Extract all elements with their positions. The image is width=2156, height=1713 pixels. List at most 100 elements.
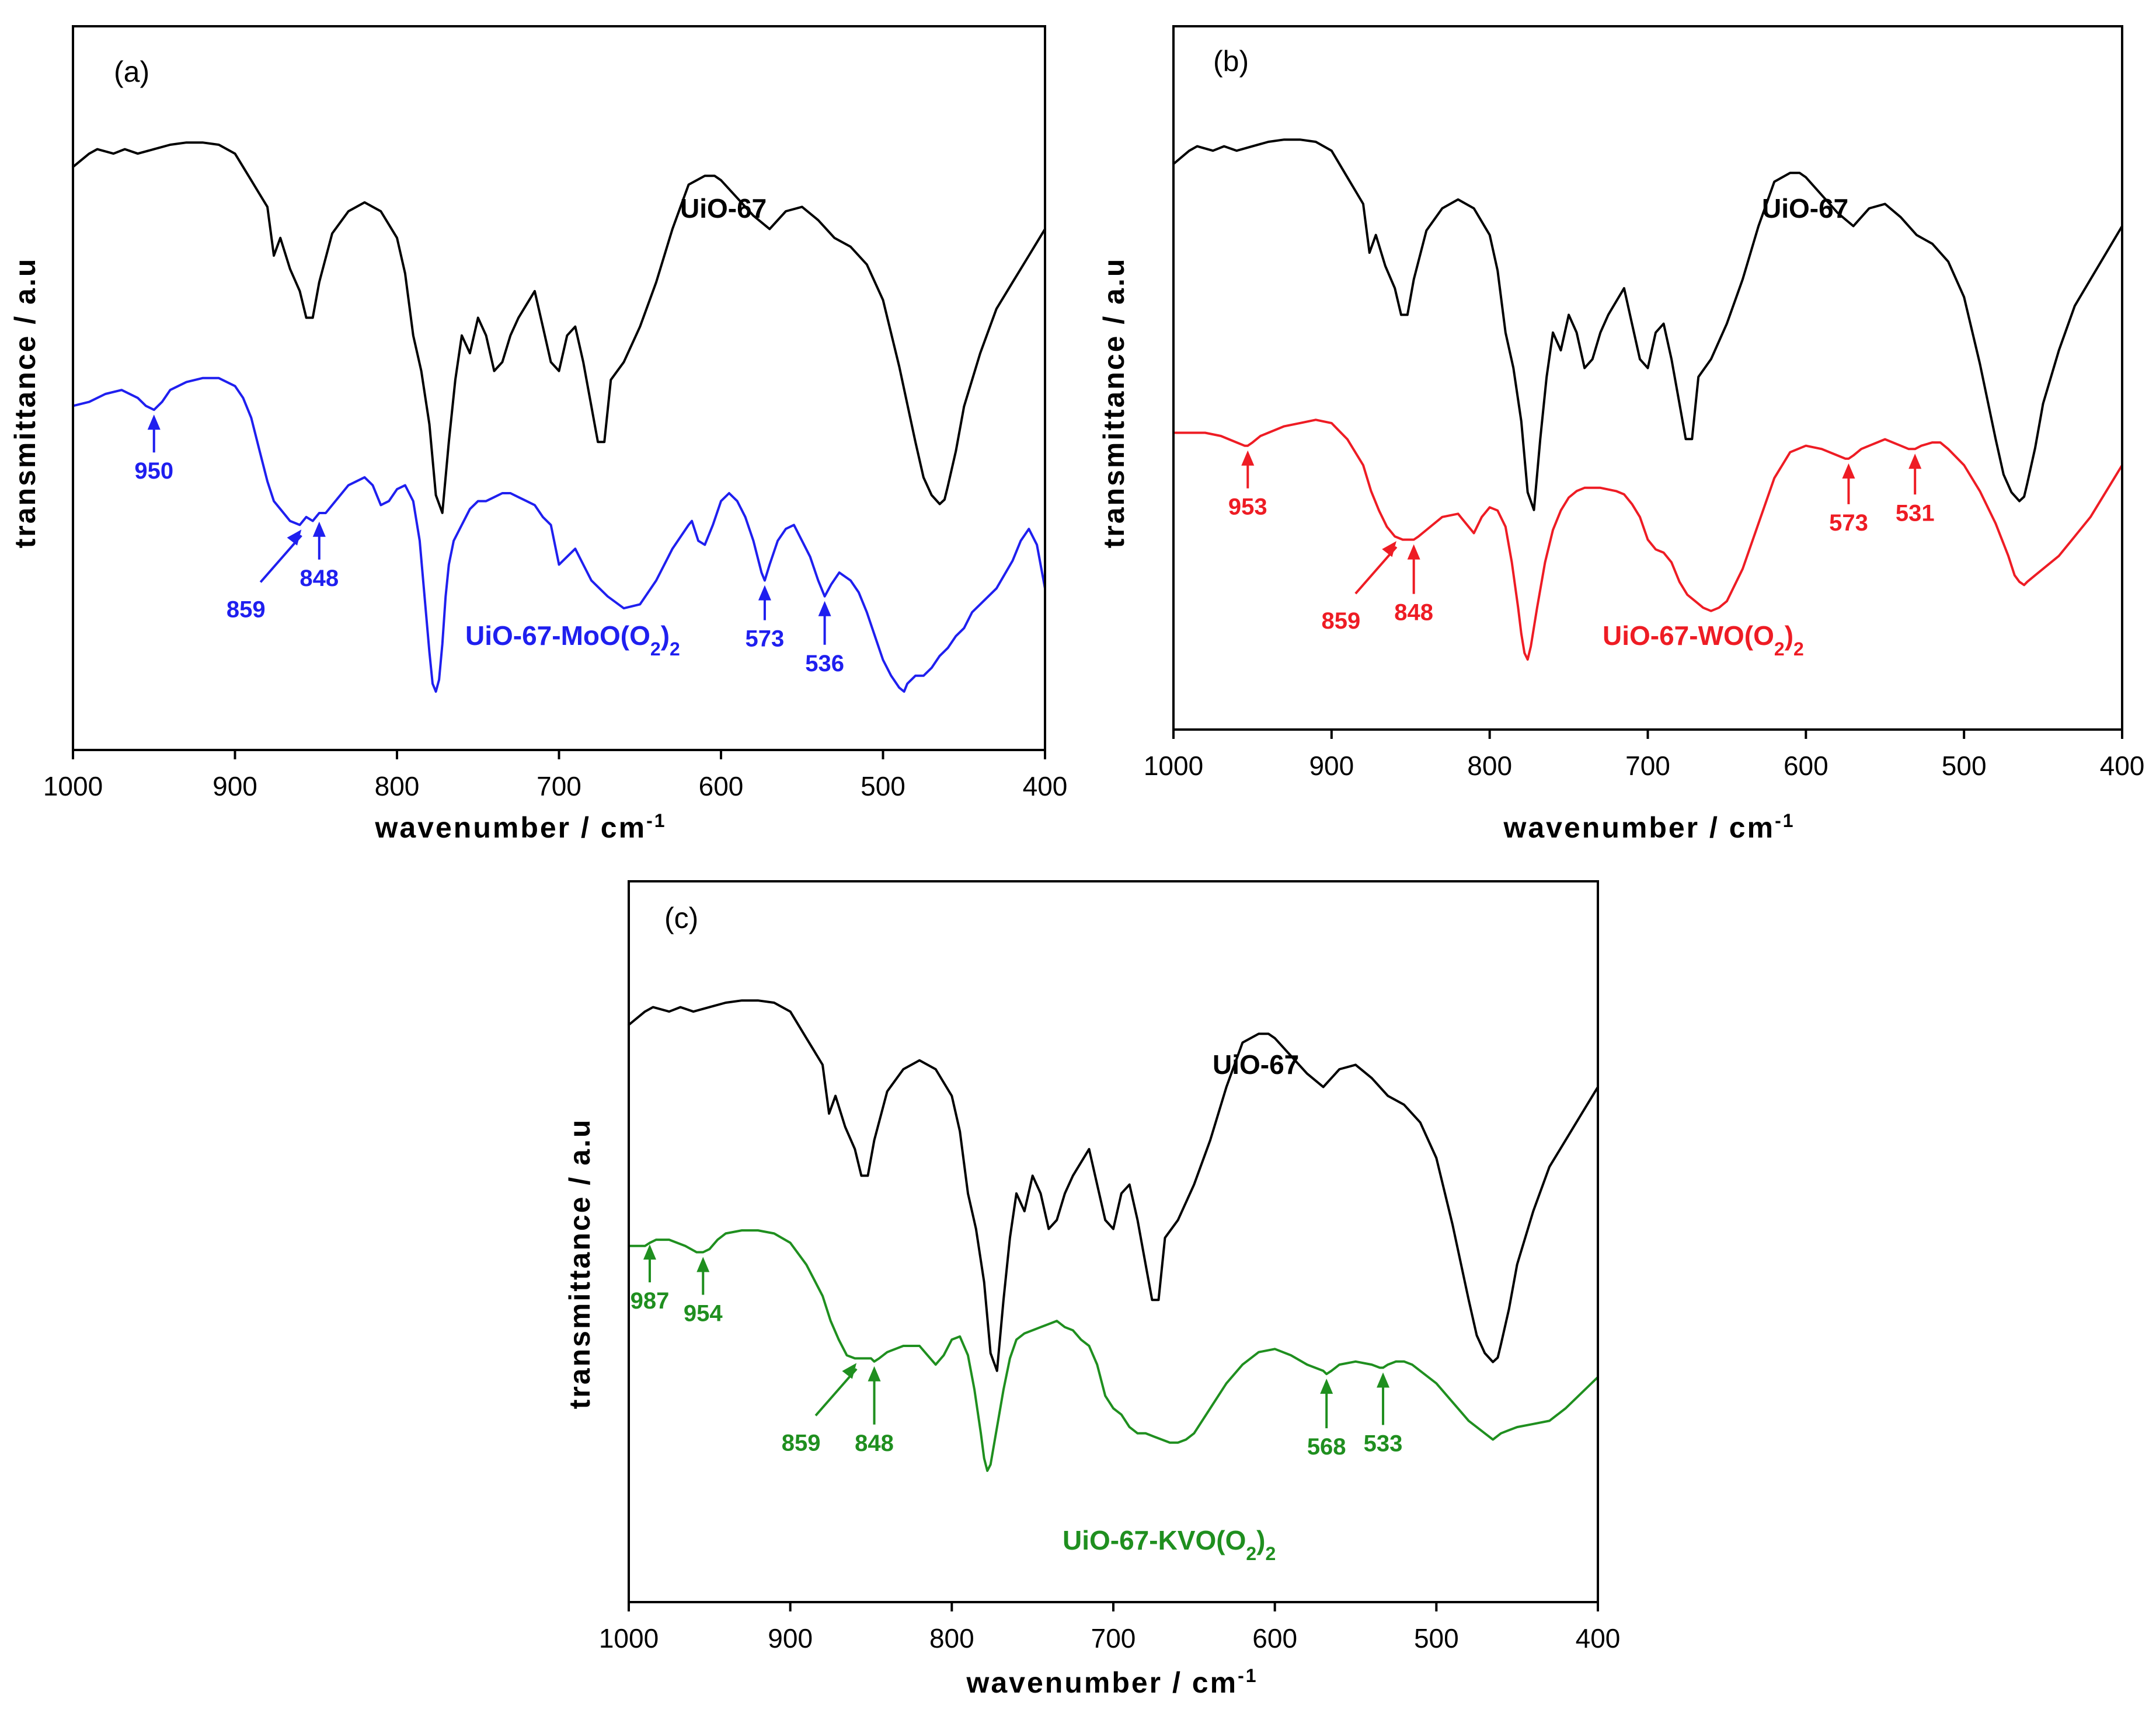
peak-annotation-573: 573 <box>746 585 785 652</box>
x-tick-label-900: 900 <box>1309 751 1354 781</box>
peak-label: 859 <box>1322 608 1361 634</box>
panel-b: (b) UiO-67 UiO-67-WO(O2)2 wavenumber / c… <box>1098 25 2145 844</box>
peak-label: 848 <box>299 566 339 591</box>
peak-annotation-536: 536 <box>805 601 844 676</box>
sample-series-label: UiO-67-WO(O2)2 <box>1603 620 1804 660</box>
panel-c: (c) UiO-67 UiO-67-KVO(O2)2 wavenumber / … <box>563 880 1621 1699</box>
peak-label: 533 <box>1364 1431 1403 1456</box>
peak-arrow-head <box>1842 463 1855 479</box>
sample-series-label: UiO-67-MoO(O2)2 <box>465 620 680 660</box>
peak-annotation-848: 848 <box>1394 544 1433 626</box>
x-tick-group: 1000 900 800 700 600 500 400 <box>599 1602 1621 1653</box>
reference-series-label: UiO-67 <box>680 193 767 224</box>
peak-annotation-987: 987 <box>631 1244 670 1314</box>
x-tick-label-1000: 1000 <box>1144 751 1203 781</box>
peak-arrow-head <box>1382 541 1396 557</box>
x-tick-label-600: 600 <box>1252 1623 1297 1653</box>
x-tick-label-400: 400 <box>2100 751 2145 781</box>
x-tick-label-1000: 1000 <box>599 1623 659 1653</box>
sample-spectrum-line <box>72 376 1046 693</box>
x-tick-label-800: 800 <box>929 1623 974 1653</box>
reference-spectrum-line <box>1172 138 2123 511</box>
peak-arrow-head <box>818 601 831 616</box>
peak-label: 859 <box>227 596 266 622</box>
x-tick-label-400: 400 <box>1576 1623 1621 1653</box>
panel-a: (a) UiO-67 UiO-67-MoO(O2)2 wavenumber / … <box>9 25 1068 844</box>
peak-annotation-950: 950 <box>134 414 173 484</box>
x-tick-label-400: 400 <box>1023 771 1068 801</box>
panel-label: (b) <box>1213 45 1249 78</box>
peak-annotation-533: 533 <box>1364 1372 1403 1456</box>
peak-annotation-859: 859 <box>1322 541 1398 634</box>
x-tick-label-600: 600 <box>1784 751 1828 781</box>
x-axis-title: wavenumber / cm-1 <box>1503 810 1795 844</box>
reference-series-label: UiO-67 <box>1213 1049 1299 1080</box>
peak-arrow-head <box>868 1366 881 1381</box>
peak-arrow-head <box>1320 1379 1333 1394</box>
x-tick-label-500: 500 <box>1414 1623 1459 1653</box>
plot-area: 953 859 848 573 531 <box>1172 138 2123 661</box>
peak-arrow-head <box>312 521 326 537</box>
plot-frame <box>1172 25 2123 731</box>
y-axis-title: transmittance / a.u <box>1098 257 1130 549</box>
x-axis-title: wavenumber / cm-1 <box>966 1665 1258 1699</box>
peak-label: 573 <box>1829 510 1868 536</box>
x-tick-label-700: 700 <box>1625 751 1670 781</box>
peak-label: 848 <box>1394 600 1433 626</box>
x-tick-label-900: 900 <box>768 1623 813 1653</box>
reference-series-label: UiO-67 <box>1762 193 1848 224</box>
peak-annotation-573: 573 <box>1829 463 1868 536</box>
peak-label: 573 <box>746 626 785 652</box>
peak-arrow-head <box>287 529 302 546</box>
x-tick-group: 1000 900 800 700 600 500 400 <box>1144 730 2145 781</box>
peak-arrow-head <box>696 1257 710 1272</box>
sample-series-label: UiO-67-KVO(O2)2 <box>1063 1525 1276 1564</box>
peak-arrow-head <box>758 585 771 601</box>
peak-arrow-head <box>1407 544 1420 560</box>
reference-spectrum-line <box>72 141 1046 514</box>
x-tick-label-800: 800 <box>1467 751 1512 781</box>
x-tick-label-700: 700 <box>537 771 581 801</box>
peak-label: 954 <box>684 1301 723 1327</box>
panel-label: (c) <box>664 902 698 934</box>
y-axis-title: transmittance / a.u <box>563 1118 596 1410</box>
peak-label: 536 <box>805 651 844 676</box>
peak-arrow-head <box>1377 1372 1390 1388</box>
peak-label: 848 <box>855 1431 894 1456</box>
y-axis-title: transmittance / a.u <box>9 257 41 549</box>
peak-annotation-531: 531 <box>1896 453 1935 526</box>
x-tick-label-900: 900 <box>213 771 257 801</box>
peak-annotation-953: 953 <box>1228 450 1267 520</box>
plot-area: 987 954 859 848 568 533 <box>628 999 1599 1472</box>
reference-spectrum-line <box>628 999 1599 1372</box>
peak-label: 531 <box>1896 500 1935 526</box>
sample-spectrum-line <box>628 1229 1599 1472</box>
peak-arrow-head <box>643 1244 656 1260</box>
peak-annotation-859: 859 <box>227 529 302 622</box>
peak-arrow-head <box>147 414 161 430</box>
peak-label: 953 <box>1228 494 1267 520</box>
plot-area: 950 859 848 573 536 <box>72 141 1046 693</box>
x-tick-label-500: 500 <box>861 771 905 801</box>
peak-annotation-848: 848 <box>855 1366 894 1456</box>
peak-arrow-head <box>1908 453 1922 469</box>
plot-frame <box>628 880 1599 1603</box>
x-tick-label-700: 700 <box>1091 1623 1136 1653</box>
x-tick-label-600: 600 <box>699 771 744 801</box>
plot-frame <box>72 25 1046 751</box>
peak-arrow-head <box>842 1363 857 1379</box>
peak-label: 987 <box>631 1288 670 1314</box>
x-tick-label-800: 800 <box>375 771 420 801</box>
x-axis-title: wavenumber / cm-1 <box>374 810 666 844</box>
x-tick-group: 1000 900 800 700 600 500 400 <box>43 750 1068 801</box>
peak-annotation-848: 848 <box>299 521 339 591</box>
peak-annotation-954: 954 <box>684 1257 723 1327</box>
sample-spectrum-line <box>1172 418 2123 661</box>
x-tick-label-1000: 1000 <box>43 771 103 801</box>
peak-arrow-head <box>1241 450 1255 466</box>
panel-label: (a) <box>114 55 149 88</box>
peak-label: 568 <box>1307 1434 1346 1460</box>
x-tick-label-500: 500 <box>1942 751 1987 781</box>
peak-label: 950 <box>134 458 173 484</box>
